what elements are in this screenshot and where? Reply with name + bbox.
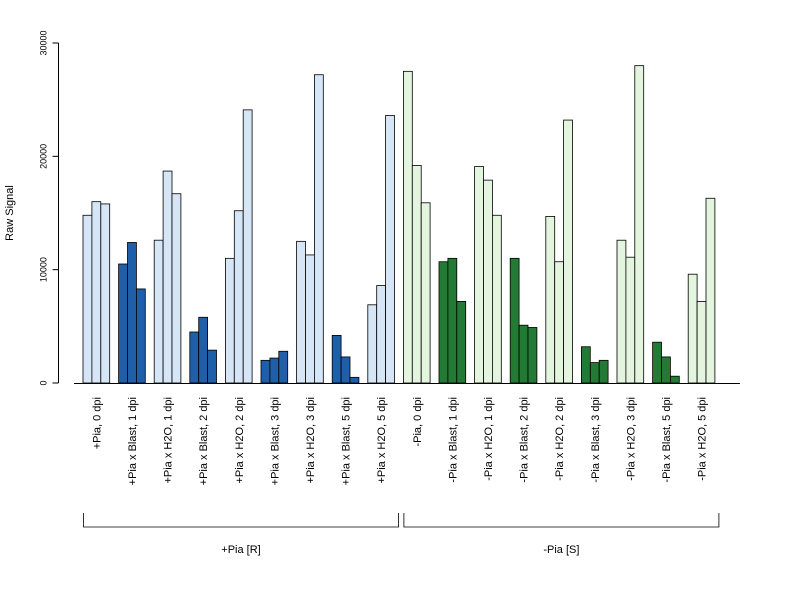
bar	[411, 164, 422, 384]
bar	[581, 346, 591, 384]
bar	[652, 341, 662, 384]
y-tick-label: 10000	[39, 257, 49, 282]
bar	[162, 170, 173, 384]
bar	[634, 65, 645, 384]
bar	[474, 166, 484, 384]
category-label: -Pia x Blast, 1 dpi	[447, 397, 459, 483]
bar	[82, 214, 93, 384]
bar	[447, 257, 458, 384]
bar	[483, 179, 493, 384]
group-brackets: +Pia [R] -Pia [S]	[83, 513, 720, 556]
bar	[385, 115, 395, 384]
category-label: +Pia x H2O, 1 dpi	[163, 397, 175, 484]
bar	[705, 197, 716, 384]
bar	[687, 273, 698, 384]
bar	[242, 109, 253, 384]
bar	[598, 359, 609, 384]
category-label: +Pia x Blast, 2 dpi	[198, 397, 210, 485]
bar	[367, 304, 378, 384]
bar	[331, 334, 342, 384]
group-bracket	[403, 513, 720, 528]
bar	[198, 316, 208, 384]
category-label: -Pia x Blast, 3 dpi	[590, 397, 602, 483]
bar	[118, 263, 128, 384]
y-tick-label: 0	[39, 380, 49, 385]
group-label: -Pia [S]	[543, 544, 579, 556]
bar	[616, 239, 627, 384]
y-tick-label: 30000	[39, 30, 49, 55]
bar	[491, 214, 502, 384]
category-label: -Pia x H2O, 5 dpi	[697, 397, 709, 481]
bars-layer	[82, 65, 716, 384]
bar	[278, 350, 289, 384]
bar	[509, 257, 520, 384]
bar	[189, 331, 200, 384]
category-label: +Pia x H2O, 3 dpi	[305, 397, 317, 484]
bar	[224, 257, 235, 384]
category-label: +Pia x Blast, 3 dpi	[269, 397, 281, 485]
y-axis-title: Raw Signal	[4, 185, 16, 241]
bar	[402, 70, 413, 384]
bar	[661, 356, 671, 384]
bar	[456, 300, 467, 384]
y-axis: 0 10000 20000 30000	[39, 30, 59, 386]
bar	[438, 261, 449, 384]
bar	[296, 240, 306, 384]
bar	[554, 261, 565, 384]
category-label: +Pia x H2O, 5 dpi	[376, 397, 388, 484]
bar	[563, 119, 573, 384]
bar	[696, 300, 707, 384]
bar	[376, 285, 387, 384]
category-label: -Pia, 0 dpi	[412, 397, 424, 447]
group-bracket	[83, 513, 399, 528]
category-label: -Pia x H2O, 1 dpi	[483, 397, 495, 481]
category-label: +Pia, 0 dpi	[91, 397, 103, 449]
bar	[625, 256, 636, 384]
category-label: -Pia x Blast, 2 dpi	[519, 397, 531, 483]
bar	[260, 359, 271, 384]
bar	[670, 375, 680, 384]
bar	[420, 202, 431, 384]
bar	[153, 239, 164, 384]
category-label: +Pia x H2O, 2 dpi	[234, 397, 246, 484]
bar	[171, 193, 182, 384]
bar	[313, 74, 324, 384]
bar	[545, 215, 556, 384]
category-label: +Pia x Blast, 5 dpi	[341, 397, 353, 485]
bar	[269, 357, 280, 384]
bar	[518, 324, 529, 384]
bar	[340, 356, 351, 384]
bar	[233, 210, 244, 384]
y-tick-label: 20000	[39, 144, 49, 169]
bar	[527, 327, 538, 384]
bar	[207, 349, 217, 384]
category-label: -Pia x H2O, 3 dpi	[625, 397, 637, 481]
bar	[305, 254, 315, 384]
category-label: +Pia x Blast, 1 dpi	[127, 397, 139, 485]
group-label: +Pia [R]	[221, 544, 260, 556]
bar	[135, 288, 146, 384]
bar	[91, 201, 102, 384]
bar	[349, 376, 360, 384]
category-labels: +Pia, 0 dpi +Pia x Blast, 1 dpi +Pia x H2O…	[91, 397, 708, 485]
category-label: -Pia x H2O, 2 dpi	[554, 397, 566, 481]
bar	[127, 242, 137, 384]
bar	[100, 203, 111, 384]
category-label: -Pia x Blast, 5 dpi	[661, 397, 673, 483]
bar	[589, 362, 600, 384]
